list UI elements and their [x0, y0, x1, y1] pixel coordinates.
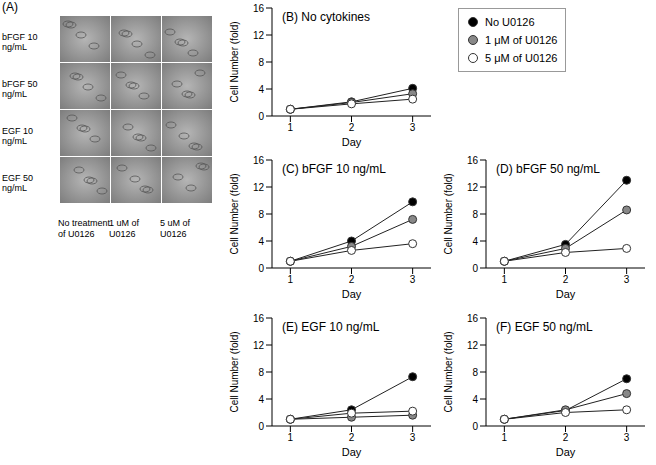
svg-text:Cell Number (fold): Cell Number (fold): [229, 21, 240, 102]
html-text:EGF 50 ng/mL: EGF 50 ng/mL: [2, 173, 33, 193]
svg-text:Cell Number (fold): Cell Number (fold): [229, 173, 240, 254]
html-text:5 uM of U0126: 5 uM of U0126: [160, 218, 190, 239]
html-text:(A): (A): [2, 0, 18, 14]
svg-text:4: 4: [258, 84, 264, 95]
svg-text:0: 0: [472, 421, 478, 432]
html-text:(E) EGF 10 ng/mL: (E) EGF 10 ng/mL: [282, 320, 380, 334]
svg-text:Cell Number (fold): Cell Number (fold): [443, 331, 454, 412]
svg-text:1: 1: [502, 432, 508, 443]
svg-text:8: 8: [258, 57, 264, 68]
svg-text:8: 8: [472, 209, 478, 220]
svg-text:1: 1: [502, 274, 508, 285]
html-text:5 μM of U0126: 5 μM of U0126: [485, 52, 558, 64]
svg-text:1: 1: [288, 122, 294, 133]
svg-text:4: 4: [258, 236, 264, 247]
svg-text:12: 12: [253, 340, 265, 351]
svg-text:Cell Number (fold): Cell Number (fold): [229, 331, 240, 412]
svg-text:3: 3: [410, 432, 416, 443]
svg-text:3: 3: [410, 122, 416, 133]
svg-text:8: 8: [472, 367, 478, 378]
svg-text:12: 12: [253, 182, 265, 193]
svg-text:0: 0: [258, 111, 264, 122]
svg-text:4: 4: [258, 394, 264, 405]
html-text:No treatment of U0126: No treatment of U0126: [58, 218, 110, 239]
html-text:EGF 10 ng/mL: EGF 10 ng/mL: [2, 126, 33, 146]
svg-text:1: 1: [288, 274, 294, 285]
svg-text:4: 4: [472, 236, 478, 247]
svg-text:8: 8: [258, 367, 264, 378]
svg-text:12: 12: [253, 30, 265, 41]
html-text:1 uM of U0126: 1 uM of U0126: [109, 218, 139, 239]
svg-text:12: 12: [467, 340, 479, 351]
svg-text:8: 8: [258, 209, 264, 220]
svg-text:16: 16: [253, 3, 265, 14]
html-text:1 μM of U0126: 1 μM of U0126: [485, 34, 558, 46]
svg-text:3: 3: [624, 432, 630, 443]
html-text:No U0126: No U0126: [485, 16, 535, 28]
svg-text:Cell Number (fold): Cell Number (fold): [443, 173, 454, 254]
svg-text:2: 2: [563, 432, 569, 443]
svg-text:Day: Day: [556, 288, 576, 300]
svg-text:4: 4: [472, 394, 478, 405]
html-text:(C) bFGF 10 ng/mL: (C) bFGF 10 ng/mL: [282, 162, 386, 176]
svg-text:12: 12: [467, 182, 479, 193]
svg-text:2: 2: [349, 432, 355, 443]
svg-text:2: 2: [563, 274, 569, 285]
svg-text:Day: Day: [556, 446, 576, 458]
svg-text:16: 16: [467, 155, 479, 166]
svg-text:3: 3: [624, 274, 630, 285]
svg-text:2: 2: [349, 274, 355, 285]
html-text:(F) EGF 50 ng/mL: (F) EGF 50 ng/mL: [496, 320, 593, 334]
html-text:(B) No cytokines: (B) No cytokines: [282, 10, 370, 24]
svg-text:16: 16: [467, 313, 479, 324]
svg-text:Day: Day: [342, 136, 362, 148]
svg-text:0: 0: [258, 421, 264, 432]
svg-text:3: 3: [410, 274, 416, 285]
svg-text:Day: Day: [342, 446, 362, 458]
svg-text:16: 16: [253, 155, 265, 166]
svg-text:0: 0: [472, 263, 478, 274]
svg-text:1: 1: [288, 432, 294, 443]
svg-text:16: 16: [253, 313, 265, 324]
svg-text:2: 2: [349, 122, 355, 133]
html-text:bFGF 10 ng/mL: bFGF 10 ng/mL: [2, 32, 38, 52]
html-text:bFGF 50 ng/mL: bFGF 50 ng/mL: [2, 79, 38, 99]
svg-text:0: 0: [258, 263, 264, 274]
html-text:(D) bFGF 50 ng/mL: (D) bFGF 50 ng/mL: [496, 162, 600, 176]
svg-text:Day: Day: [342, 288, 362, 300]
